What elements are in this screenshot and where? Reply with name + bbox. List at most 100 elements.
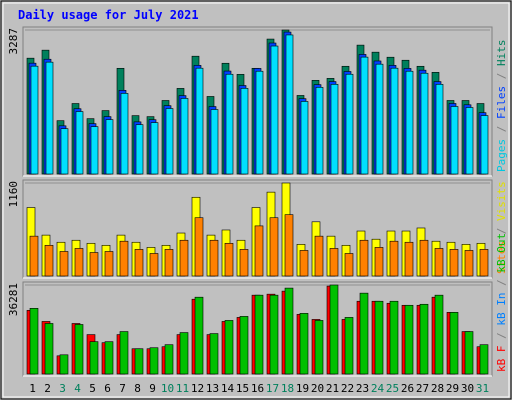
legend: kB F / kB In / kB Out: [495, 233, 508, 372]
bar: [135, 124, 144, 175]
bar: [434, 248, 444, 277]
bar: [134, 249, 144, 277]
x-tick-label: 9: [149, 382, 156, 395]
legend-separator: /: [495, 326, 508, 346]
y-tick-label: 36281: [7, 283, 20, 316]
bar: [314, 235, 324, 277]
bar: [465, 107, 474, 175]
x-tick-label: 16: [251, 382, 264, 395]
legend-entry: kB Out: [495, 233, 508, 273]
bar: [74, 248, 84, 277]
x-tick-label: 23: [356, 382, 369, 395]
bar: [104, 251, 114, 277]
bar: [180, 98, 189, 175]
bar: [194, 296, 204, 375]
bar: [375, 63, 384, 175]
bar: [374, 247, 384, 277]
x-tick-label: 5: [89, 382, 96, 395]
x-tick-label: 31: [476, 382, 489, 395]
x-tick-label: 12: [191, 382, 204, 395]
bar: [239, 316, 249, 375]
bar: [105, 119, 114, 175]
x-tick-label: 14: [221, 382, 235, 395]
bar: [209, 239, 219, 277]
y-tick-label: 1160: [7, 181, 20, 208]
bar: [149, 253, 159, 277]
bar: [149, 347, 159, 375]
bar: [420, 72, 429, 175]
bar: [464, 250, 474, 277]
x-tick-label: 18: [281, 382, 294, 395]
x-tick-label: 29: [446, 382, 459, 395]
bar: [224, 242, 234, 277]
bar: [299, 313, 309, 375]
bar: [405, 70, 414, 175]
x-tick-label: 17: [266, 382, 279, 395]
bar: [479, 249, 489, 277]
bar: [195, 67, 204, 175]
bar: [419, 303, 429, 375]
bar: [374, 300, 384, 375]
bar: [270, 45, 279, 175]
legend-separator: /: [495, 119, 508, 139]
legend-separator: /: [495, 221, 508, 241]
bar: [74, 324, 84, 375]
legend-entry: kB F: [495, 346, 508, 373]
bar: [479, 344, 489, 375]
bar: [120, 93, 129, 175]
x-tick-label: 19: [296, 382, 309, 395]
bar: [269, 294, 279, 375]
x-tick-label: 22: [341, 382, 354, 395]
bar: [254, 225, 264, 277]
bar: [60, 128, 69, 175]
bar: [284, 287, 294, 375]
bar: [449, 312, 459, 375]
x-tick-label: 20: [311, 382, 324, 395]
bar: [404, 304, 414, 375]
bar: [285, 34, 294, 175]
x-tick-label: 13: [206, 382, 219, 395]
x-tick-label: 21: [326, 382, 339, 395]
bar: [209, 333, 219, 375]
bar: [330, 84, 339, 175]
bar: [389, 300, 399, 375]
x-tick-label: 4: [74, 382, 81, 395]
legend-separator: /: [495, 66, 508, 86]
bar: [254, 294, 264, 375]
legend-separator: /: [495, 273, 508, 293]
bar: [89, 252, 99, 277]
x-tick-label: 7: [119, 382, 126, 395]
bar: [315, 87, 324, 175]
bar: [359, 239, 369, 277]
bar: [90, 126, 99, 175]
bar: [210, 109, 219, 175]
bar: [314, 320, 324, 375]
bar: [150, 122, 159, 175]
bar: [179, 239, 189, 277]
legend-entry: Sites: [495, 241, 508, 274]
bar: [345, 73, 354, 175]
bar: [224, 320, 234, 375]
bar: [240, 88, 249, 175]
legend-entry: Visits: [495, 181, 508, 221]
bar: [119, 240, 129, 277]
bar: [29, 308, 39, 375]
bar: [390, 67, 399, 175]
bar: [59, 354, 69, 375]
bar: [464, 331, 474, 375]
x-tick-label: 28: [431, 382, 444, 395]
bar: [360, 56, 369, 175]
bar: [164, 344, 174, 375]
legend-entry: Files: [495, 86, 508, 119]
y-tick-label: 3287: [7, 28, 20, 55]
bar: [329, 284, 339, 375]
bar: [480, 115, 489, 175]
bar: [104, 341, 114, 375]
bar: [300, 101, 309, 175]
legend-entry: kB In: [495, 293, 508, 326]
bar: [435, 84, 444, 175]
bar: [404, 241, 414, 277]
legend: Sites / Visits: [495, 181, 508, 274]
bar: [119, 331, 129, 375]
